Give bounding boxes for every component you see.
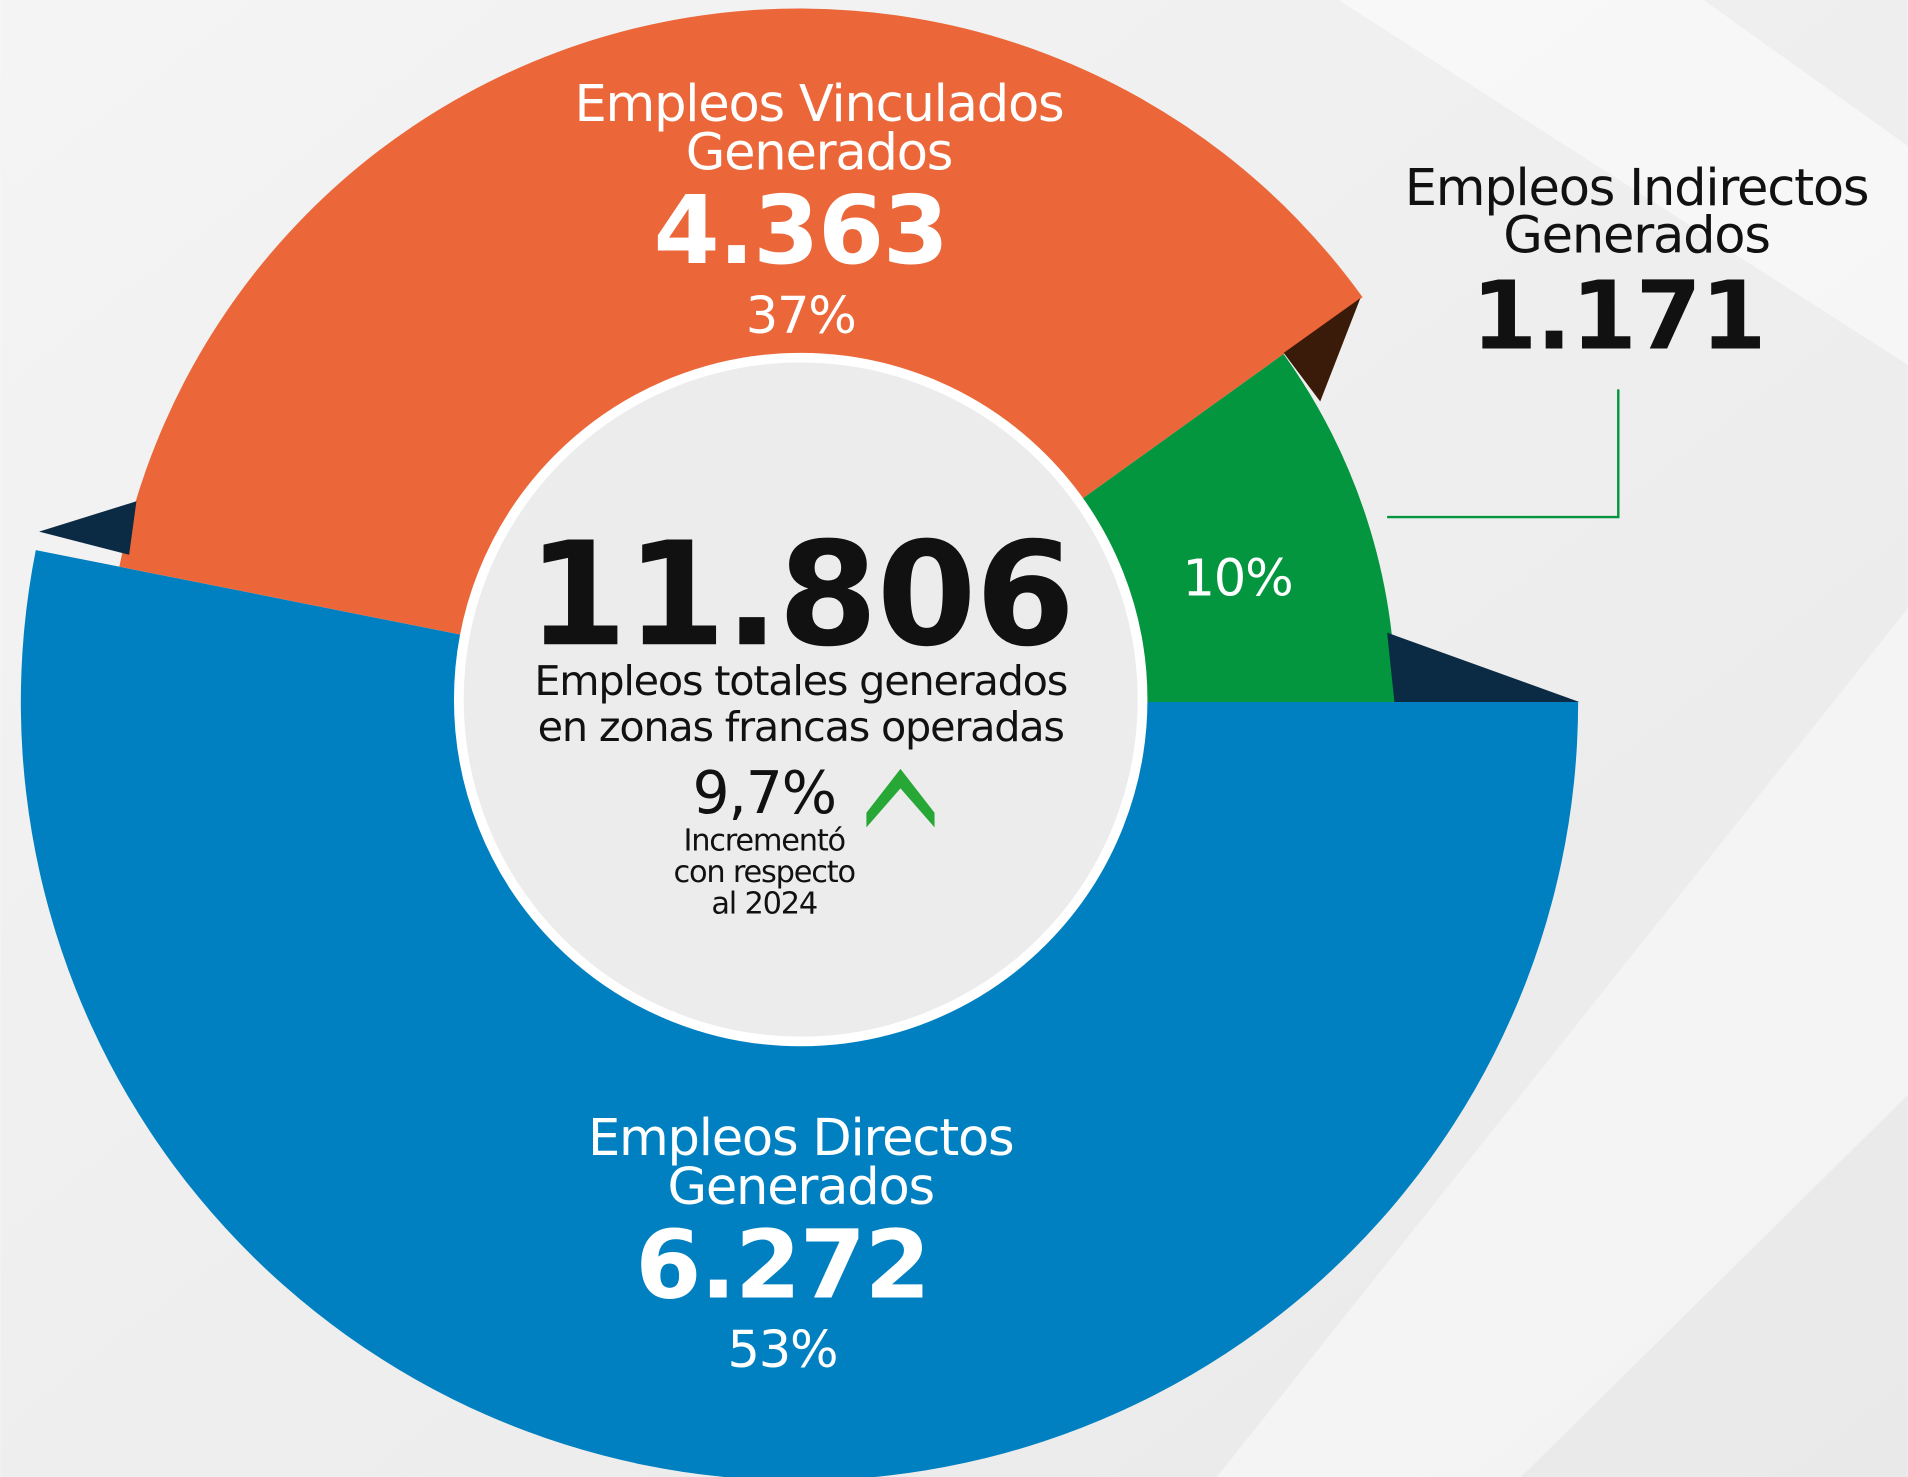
- segment-label: Generados: [686, 124, 952, 183]
- growth-note: con respecto: [674, 855, 855, 890]
- segment-label: Generados: [667, 1158, 933, 1217]
- segment-label: Empleos Vinculados: [575, 75, 1064, 134]
- shade: [39, 501, 137, 555]
- center-circle: [453, 352, 1148, 1047]
- total-caption: en zonas francas operadas: [538, 703, 1064, 751]
- pie-sector: [119, 8, 1363, 703]
- connector-line: [1387, 389, 1620, 519]
- total: 11.806: [527, 511, 1074, 678]
- value-label: 1.171: [1471, 261, 1765, 371]
- percent-label: 53%: [728, 1321, 838, 1380]
- shade: [1387, 632, 1580, 703]
- growth-note: al 2024: [711, 887, 817, 922]
- segment-label: Generados: [1503, 206, 1769, 265]
- percent-label: 10%: [1183, 550, 1293, 609]
- percent-label: 37%: [746, 287, 856, 346]
- value-label: 4.363: [654, 176, 948, 286]
- shade: [1283, 298, 1361, 402]
- value-label: 6.272: [635, 1210, 929, 1320]
- segment-label: Empleos Directos: [588, 1109, 1014, 1168]
- total-caption: Empleos totales generados: [534, 657, 1067, 705]
- segment-label: Empleos Indirectos: [1405, 159, 1869, 218]
- growth: 9,7%: [692, 759, 835, 827]
- growth-arrow: [866, 768, 935, 828]
- growth-note: Incrementó: [683, 823, 844, 858]
